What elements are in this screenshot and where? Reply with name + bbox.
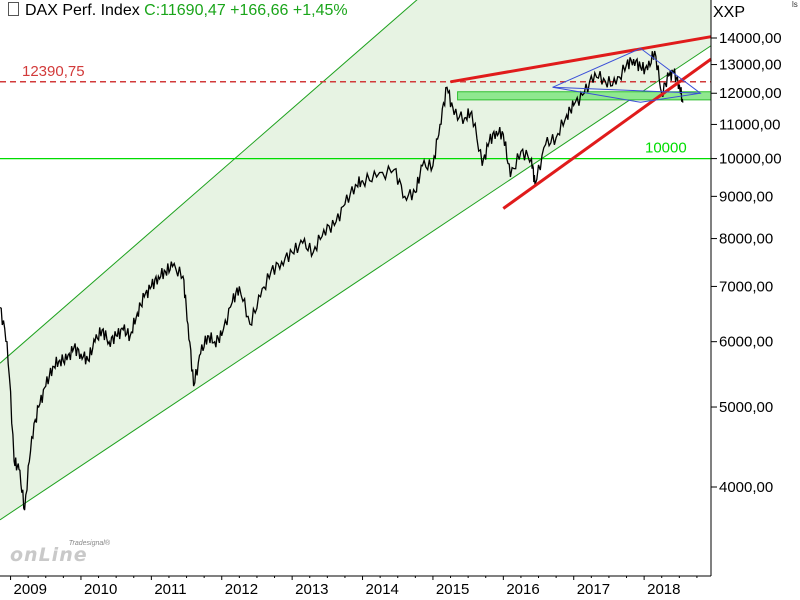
channel-fill [0,0,711,520]
y-tick-label-4: 10000,00 [719,151,782,168]
y-tick-label-8: 6000,00 [719,334,773,351]
level-label-0: 12390,75 [22,63,85,80]
price-line [0,50,684,511]
corner-mark: ls [792,0,798,9]
channel-layer [0,0,712,521]
blue-pattern-line-3 [552,86,701,94]
x-tick-label-5: 2014 [366,581,399,598]
channel-upper-line [0,0,418,364]
logo-brand: Tradesignal® [68,540,110,547]
y-tick-label-3: 11000,00 [719,116,780,133]
level-label-1: 10000 [645,140,687,157]
y-tick-label-5: 9000,00 [719,188,773,205]
x-tick-label-0: 2009 [14,581,47,598]
y-tick-label-2: 12000,00 [719,85,782,102]
window-icon[interactable] [8,2,19,16]
y-tick-label-0: 14000,00 [719,30,782,47]
red-trendline-0 [450,35,712,84]
y-tick-label-1: 13000,00 [719,57,782,74]
x-tick-label-3: 2012 [225,581,258,598]
y-tick-label-7: 7000,00 [719,278,773,295]
channel-lower-line [0,45,712,521]
tradesignal-logo: onLine Tradesignal® [10,540,110,566]
chart-header: DAX Perf. Index C:11690,47 +166,66 +1,45… [0,2,348,24]
quote-line: C:11690,47 +166,66 +1,45% [144,2,348,19]
instrument-name: DAX Perf. Index [25,2,140,19]
x-tick-label-2: 2011 [154,581,186,598]
price-layer [0,50,684,511]
x-tick-label-4: 2013 [295,581,328,598]
x-tick-label-6: 2015 [436,581,469,598]
red-trendline-1 [502,57,712,210]
trendline-layer [450,35,712,210]
axes-layer: 14000,00 13000,00 12000,00 11000,00 10000,00… [0,0,782,598]
x-tick-label-7: 2016 [506,581,539,598]
y-tick-label-10: 4000,00 [719,479,773,496]
y-tick-label-9: 5000,00 [719,399,773,416]
x-tick-label-1: 2010 [84,581,117,598]
y-tick-label-6: 8000,00 [719,231,773,248]
x-tick-label-8: 2017 [577,581,610,598]
unit-label: XXP [713,4,746,21]
x-tick-label-9: 2018 [647,581,680,598]
logo-word: onLine [10,544,88,566]
